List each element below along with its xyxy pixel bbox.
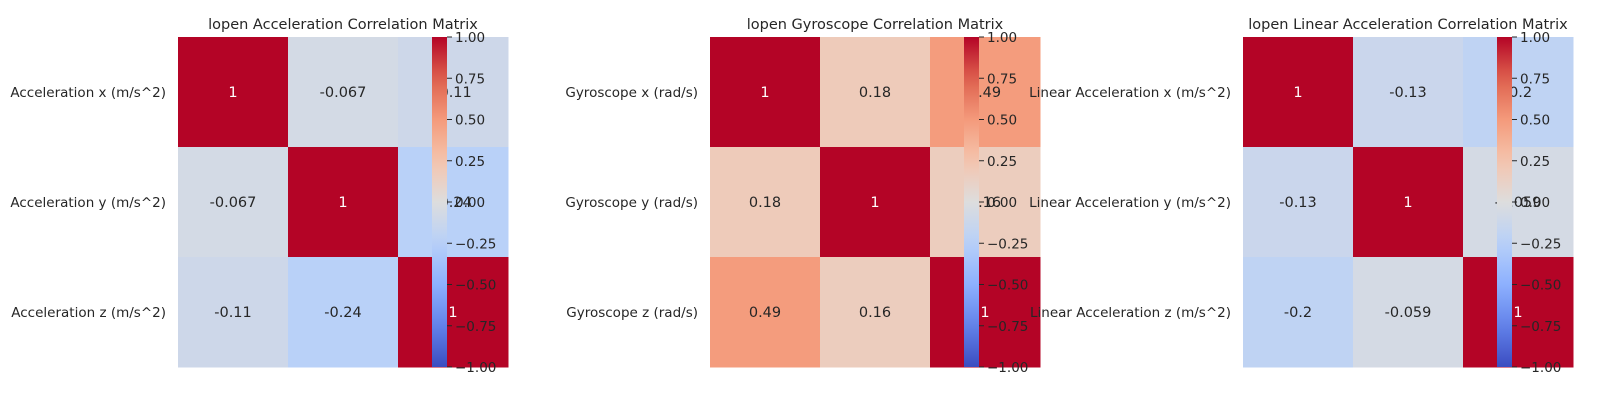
- colorbar-tick-label: −0.25: [987, 236, 1028, 252]
- heatmap-cell: [930, 37, 1041, 148]
- cell-value-label: 1: [980, 305, 989, 321]
- cell-value-label: -0.2: [1284, 305, 1312, 321]
- heatmap-cell: [398, 147, 509, 258]
- cell-value-label: -0.067: [210, 195, 257, 211]
- heatmap-cell: [1243, 257, 1354, 368]
- heatmap-cell: [1353, 147, 1464, 258]
- colorbar: [964, 37, 979, 367]
- colorbar-tick-label: 0.50: [987, 113, 1017, 129]
- heatmap-cell: [178, 37, 289, 148]
- heatmap-cell: [820, 147, 931, 258]
- cell-value-label: 1: [760, 85, 769, 101]
- heatmap-cell: [288, 147, 399, 258]
- colorbar-tick-label: −1.00: [455, 360, 496, 376]
- heatmap-cell: [710, 37, 821, 148]
- heatmap-cell: [1463, 147, 1574, 258]
- heatmap-cell: [1243, 147, 1354, 258]
- row-label: Acceleration x (m/s^2): [10, 85, 166, 101]
- colorbar-tick-label: −0.50: [987, 278, 1028, 294]
- heatmap-cell: [1243, 37, 1354, 148]
- heatmap-panel-3: lopen Linear Acceleration Correlation Ma…: [1029, 17, 1574, 376]
- heatmap-cell: [1463, 37, 1574, 148]
- cell-value-label: 1: [1293, 85, 1302, 101]
- heatmap-cell: [398, 37, 509, 148]
- cell-value-label: 1: [870, 195, 879, 211]
- colorbar-tick-label: −1.00: [987, 360, 1028, 376]
- colorbar-tick-label: 0.25: [1520, 154, 1550, 170]
- cell-value-label: 1: [448, 305, 457, 321]
- colorbar-tick-label: 1.00: [1520, 30, 1550, 46]
- colorbar-tick-label: 0.25: [455, 154, 485, 170]
- heatmap-cell: [930, 257, 1041, 368]
- heatmap-cell: [820, 257, 931, 368]
- colorbar-tick-label: −0.50: [455, 278, 496, 294]
- cell-value-label: 1: [1403, 195, 1412, 211]
- heatmap-panel-2: lopen Gyroscope Correlation Matrix 1 0.18 0…: [565, 17, 1041, 376]
- heatmap-cell: [710, 257, 821, 368]
- colorbar-tick-label: −0.75: [455, 319, 496, 335]
- heatmap-cell: [178, 147, 289, 258]
- colorbar-tick-label: 1.00: [455, 30, 485, 46]
- cell-value-label: 1: [338, 195, 347, 211]
- cell-value-label: 0.49: [749, 305, 781, 321]
- colorbar-tick-label: 0.00: [987, 195, 1017, 211]
- row-label: Linear Acceleration x (m/s^2): [1029, 85, 1231, 101]
- chart-title: lopen Gyroscope Correlation Matrix: [747, 17, 1004, 33]
- heatmap-cell: [710, 147, 821, 258]
- heatmap-cell: [1353, 257, 1464, 368]
- cell-value-label: 0.16: [859, 305, 891, 321]
- cell-value-label: 0.18: [859, 85, 891, 101]
- colorbar-tick-label: 0.00: [1520, 195, 1550, 211]
- colorbar-tick-label: 0.75: [1520, 71, 1550, 87]
- cell-value-label: -0.067: [320, 85, 367, 101]
- heatmap-cell: [178, 257, 289, 368]
- cell-value-label: 1: [1513, 305, 1522, 321]
- cell-value-label: 0.18: [749, 195, 781, 211]
- heatmap-panel-1: lopen Acceleration Correlation Matrix 1 -0…: [10, 17, 509, 376]
- heatmap-cell: [1353, 37, 1464, 148]
- cell-value-label: 1: [228, 85, 237, 101]
- chart-title: lopen Linear Acceleration Correlation Ma…: [1248, 17, 1568, 33]
- colorbar-tick-label: 0.00: [455, 195, 485, 211]
- cell-value-label: -0.13: [1389, 85, 1427, 101]
- colorbar: [1497, 37, 1512, 367]
- heatmap-cell: [288, 37, 399, 148]
- colorbar-tick-label: 0.75: [987, 71, 1017, 87]
- row-label: Gyroscope x (rad/s): [565, 85, 698, 101]
- cell-value-label: -0.059: [1385, 305, 1432, 321]
- colorbar-tick-label: 0.25: [987, 154, 1017, 170]
- colorbar-tick-label: 0.50: [455, 113, 485, 129]
- colorbar: [432, 37, 447, 367]
- colorbar-tick-label: −0.75: [1520, 319, 1561, 335]
- heatmap-cell: [288, 257, 399, 368]
- row-label: Gyroscope z (rad/s): [566, 305, 698, 321]
- cell-value-label: -0.13: [1279, 195, 1317, 211]
- heatmap-cell: [398, 257, 509, 368]
- cell-value-label: -0.24: [324, 305, 362, 321]
- colorbar-tick-label: −0.25: [455, 236, 496, 252]
- heatmap-cell: [820, 37, 931, 148]
- colorbar-tick-label: −0.75: [987, 319, 1028, 335]
- cell-value-label: -0.11: [214, 305, 252, 321]
- colorbar-tick-label: −1.00: [1520, 360, 1561, 376]
- colorbar-tick-label: −0.25: [1520, 236, 1561, 252]
- row-label: Linear Acceleration y (m/s^2): [1029, 195, 1231, 211]
- colorbar-tick-label: −0.50: [1520, 278, 1561, 294]
- heatmap-cell: [1463, 257, 1574, 368]
- colorbar-tick-label: 0.50: [1520, 113, 1550, 129]
- row-label: Acceleration y (m/s^2): [10, 195, 166, 211]
- colorbar-tick-label: 0.75: [455, 71, 485, 87]
- row-label: Gyroscope y (rad/s): [565, 195, 698, 211]
- heatmap-cell: [930, 147, 1041, 258]
- chart-title: lopen Acceleration Correlation Matrix: [208, 17, 478, 33]
- row-label: Acceleration z (m/s^2): [11, 305, 166, 321]
- colorbar-tick-label: 1.00: [987, 30, 1017, 46]
- row-label: Linear Acceleration z (m/s^2): [1030, 305, 1231, 321]
